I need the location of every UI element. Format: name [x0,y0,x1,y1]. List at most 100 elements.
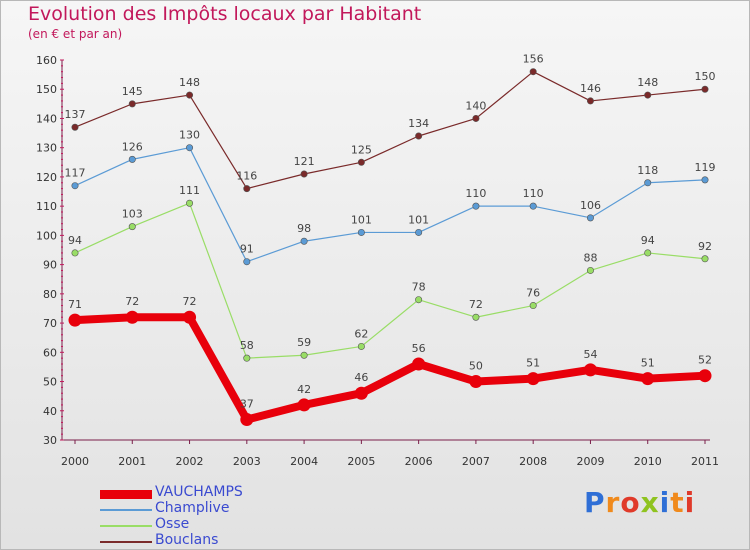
data-label: 101 [408,213,429,226]
data-point [243,258,251,266]
data-label: 54 [583,348,597,361]
data-label: 50 [469,360,483,373]
data-label: 37 [240,398,254,411]
data-label: 117 [65,167,86,180]
y-tick-label: 90 [43,259,57,272]
y-tick-label: 30 [43,434,57,447]
x-tick-label: 2003 [233,455,261,468]
x-tick-label: 2007 [462,455,490,468]
data-point [243,354,251,362]
data-point [701,176,709,184]
data-label: 94 [641,234,655,247]
data-label: 130 [179,129,200,142]
data-point [529,302,537,310]
logo-letter: r [605,486,621,519]
data-point [529,202,537,210]
y-tick-label: 40 [43,405,57,418]
data-point [300,351,308,359]
data-point [71,182,79,190]
logo-letter: x [640,486,660,519]
data-label: 98 [297,222,311,235]
x-tick-label: 2000 [61,455,89,468]
data-label: 72 [183,295,197,308]
data-label: 91 [240,243,254,256]
data-point [357,228,365,236]
data-label: 125 [351,143,372,156]
data-point [240,413,254,427]
data-label: 88 [583,251,597,264]
data-label: 110 [523,187,544,200]
y-tick-label: 160 [36,54,57,67]
data-point [472,114,480,122]
y-tick-label: 100 [36,229,57,242]
data-point [586,214,594,222]
data-point [300,170,308,178]
data-label: 58 [240,339,254,352]
data-label: 106 [580,199,601,212]
data-label: 110 [465,187,486,200]
data-label: 76 [526,287,540,300]
data-point [698,369,712,383]
data-label: 42 [297,383,311,396]
data-point [526,372,540,386]
data-point [529,68,537,76]
x-tick-label: 2002 [176,455,204,468]
legend-swatch [100,489,152,499]
data-point [186,91,194,99]
data-point [300,237,308,245]
data-point [71,123,79,131]
data-point [183,310,197,324]
legend-label: Bouclans [155,532,219,548]
x-tick-label: 2008 [519,455,547,468]
data-label: 150 [695,70,716,83]
data-label: 56 [412,342,426,355]
y-tick-label: 120 [36,171,57,184]
logo-letter: i [684,486,696,519]
data-label: 92 [698,240,712,253]
y-tick-label: 50 [43,376,57,389]
data-point [586,97,594,105]
x-tick-label: 2011 [691,455,719,468]
data-point [641,372,655,386]
logo-letter: P [584,486,606,519]
data-point [128,223,136,231]
logo-letter: o [620,486,641,519]
data-label: 145 [122,85,143,98]
data-label: 111 [179,184,200,197]
data-point [644,249,652,257]
data-point [128,155,136,163]
data-label: 119 [695,161,716,174]
x-tick-label: 2001 [118,455,146,468]
data-label: 51 [526,357,540,370]
data-point [472,202,480,210]
data-point [354,386,368,400]
data-point [125,310,139,324]
proxiti-logo: Proxiti [584,486,695,519]
x-tick-label: 2009 [576,455,604,468]
data-label: 78 [412,281,426,294]
data-point [586,266,594,274]
data-point [644,179,652,187]
data-label: 52 [698,354,712,367]
chart-title: Evolution des Impôts locaux par Habitant [28,3,422,25]
data-label: 134 [408,117,429,130]
data-label: 156 [523,53,544,66]
data-label: 59 [297,336,311,349]
data-point [415,228,423,236]
data-point [297,398,311,412]
y-tick-label: 140 [36,112,57,125]
logo-letter: t [670,486,685,519]
data-label: 72 [469,298,483,311]
x-tick-label: 2006 [405,455,433,468]
series-line-osse [74,202,706,359]
x-tick-label: 2010 [634,455,662,468]
x-tick-label: 2005 [347,455,375,468]
data-label: 62 [354,327,368,340]
y-tick-label: 80 [43,288,57,301]
series-line-champlive [74,147,706,263]
data-label: 140 [465,99,486,112]
data-point [357,158,365,166]
data-label: 103 [122,208,143,221]
